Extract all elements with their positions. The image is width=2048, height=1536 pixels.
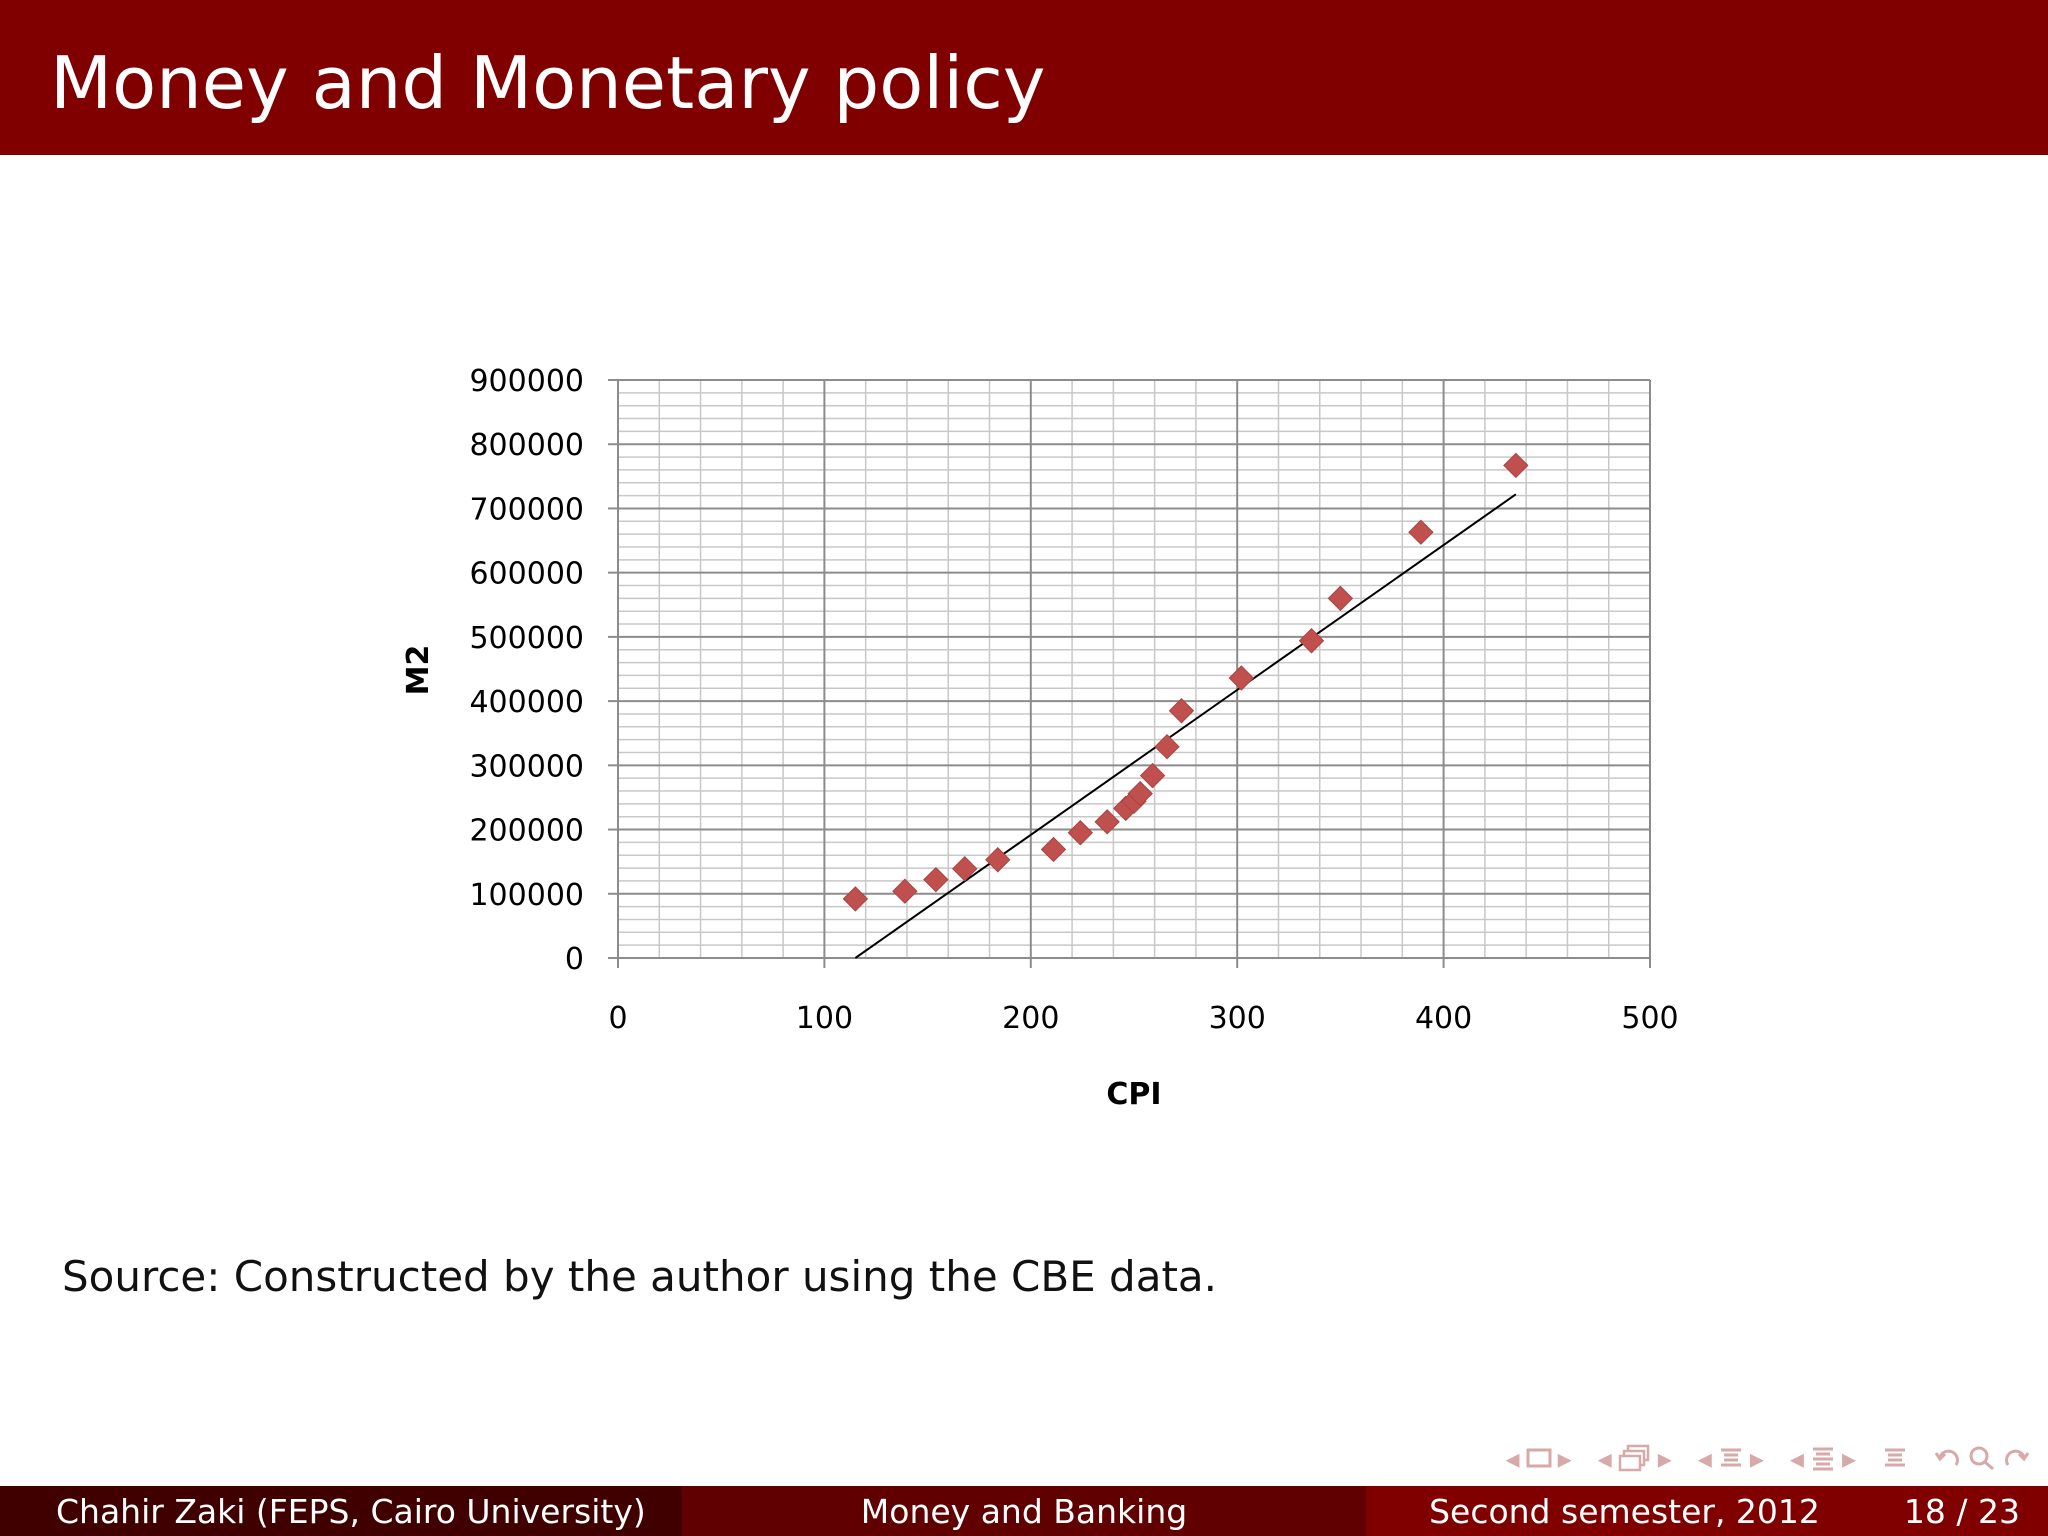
frame-icon[interactable] bbox=[1526, 1447, 1552, 1469]
nav-section-group: ◂ ▸ bbox=[1698, 1442, 1764, 1475]
appendix-icon[interactable] bbox=[1882, 1445, 1908, 1471]
data-point bbox=[952, 856, 978, 882]
y-tick-label: 500000 bbox=[469, 621, 584, 656]
data-point bbox=[1127, 780, 1153, 807]
data-point bbox=[1228, 665, 1255, 691]
x-tick-label: 500 bbox=[1621, 1001, 1678, 1036]
data-point bbox=[1040, 836, 1067, 863]
footer-date-cell: Second semester, 2012 18 / 23 bbox=[1366, 1486, 2048, 1536]
nav-subsection-group: ◂ ▸ bbox=[1598, 1442, 1672, 1475]
y-tick-label: 100000 bbox=[469, 878, 584, 913]
x-tick-label: 100 bbox=[796, 1001, 853, 1036]
search-icon[interactable] bbox=[1968, 1445, 1996, 1471]
data-point bbox=[923, 866, 949, 893]
data-point bbox=[1139, 762, 1166, 789]
slide-title: Money and Monetary policy bbox=[50, 41, 1046, 125]
footer-course: Money and Banking bbox=[682, 1486, 1366, 1536]
y-tick-label: 800000 bbox=[469, 428, 584, 463]
data-point bbox=[1503, 452, 1529, 479]
source-note: Source: Constructed by the author using … bbox=[62, 1252, 1217, 1301]
axes bbox=[608, 379, 1651, 968]
subsection-icon[interactable] bbox=[1618, 1444, 1652, 1472]
page-number: 18 / 23 bbox=[1903, 1491, 2020, 1531]
tick-labels: 0 100 200 300 400 500 0 100000 200000 300000 40000… bbox=[469, 364, 1678, 1036]
title-bar: Money and Monetary policy bbox=[0, 0, 2048, 155]
navigation-bar: ◂ ▸ ◂ ▸ ◂ ▸ ◂ ▸ bbox=[1310, 1438, 2030, 1478]
y-tick-label: 0 bbox=[565, 942, 584, 977]
data-point bbox=[1154, 734, 1180, 760]
y-axis-label: M2 bbox=[401, 645, 436, 696]
y-tick-label: 300000 bbox=[469, 749, 584, 784]
nav-search-group bbox=[1934, 1445, 2030, 1471]
y-tick-label: 200000 bbox=[469, 814, 584, 849]
grid-minor bbox=[618, 380, 1650, 958]
arrow-left-icon[interactable]: ◂ bbox=[1505, 1441, 1520, 1475]
nav-appendix-group bbox=[1882, 1445, 1908, 1471]
footer: Chahir Zaki (FEPS, Cairo University) Mon… bbox=[0, 1486, 2048, 1536]
x-tick-label: 400 bbox=[1415, 1001, 1472, 1036]
data-point bbox=[892, 878, 918, 904]
data-point bbox=[1408, 519, 1434, 545]
section-list-icon[interactable] bbox=[1810, 1445, 1836, 1471]
arrow-right-icon[interactable]: ▸ bbox=[1841, 1441, 1856, 1475]
data-point bbox=[985, 847, 1011, 873]
y-tick-label: 400000 bbox=[469, 685, 584, 720]
arrow-left-icon[interactable]: ◂ bbox=[1697, 1441, 1712, 1475]
data-points bbox=[842, 452, 1529, 912]
arrow-right-icon[interactable]: ▸ bbox=[1557, 1441, 1572, 1475]
y-tick-label: 900000 bbox=[469, 364, 584, 399]
arrow-right-icon[interactable]: ▸ bbox=[1657, 1441, 1672, 1475]
data-point bbox=[1168, 698, 1195, 724]
section-icon[interactable] bbox=[1718, 1445, 1744, 1471]
data-point bbox=[842, 886, 869, 912]
data-point bbox=[1327, 585, 1354, 612]
arrow-left-icon[interactable]: ◂ bbox=[1789, 1441, 1804, 1475]
back-icon[interactable] bbox=[1934, 1445, 1962, 1471]
nav-subsection-list-group: ◂ ▸ bbox=[1790, 1442, 1856, 1475]
y-tick-label: 700000 bbox=[469, 492, 584, 527]
x-tick-label: 200 bbox=[1002, 1001, 1059, 1036]
grid-major bbox=[617, 379, 1651, 959]
data-point bbox=[1298, 628, 1325, 654]
y-tick-label: 600000 bbox=[469, 557, 584, 592]
arrow-right-icon[interactable]: ▸ bbox=[1749, 1441, 1764, 1475]
nav-frame-group: ◂ ▸ bbox=[1506, 1442, 1572, 1475]
arrow-left-icon[interactable]: ◂ bbox=[1597, 1441, 1612, 1475]
x-axis-label: CPI bbox=[1106, 1077, 1161, 1112]
x-tick-label: 0 bbox=[608, 1001, 627, 1036]
scatter-chart: 0 100 200 300 400 500 0 100000 200000 300000 40000… bbox=[401, 364, 1679, 1112]
data-point bbox=[1094, 809, 1120, 835]
data-point bbox=[1067, 820, 1094, 846]
zoom-icon[interactable] bbox=[2002, 1445, 2030, 1471]
x-tick-label: 300 bbox=[1209, 1001, 1266, 1036]
footer-date: Second semester, 2012 bbox=[1429, 1491, 1820, 1531]
footer-author: Chahir Zaki (FEPS, Cairo University) bbox=[0, 1486, 682, 1536]
